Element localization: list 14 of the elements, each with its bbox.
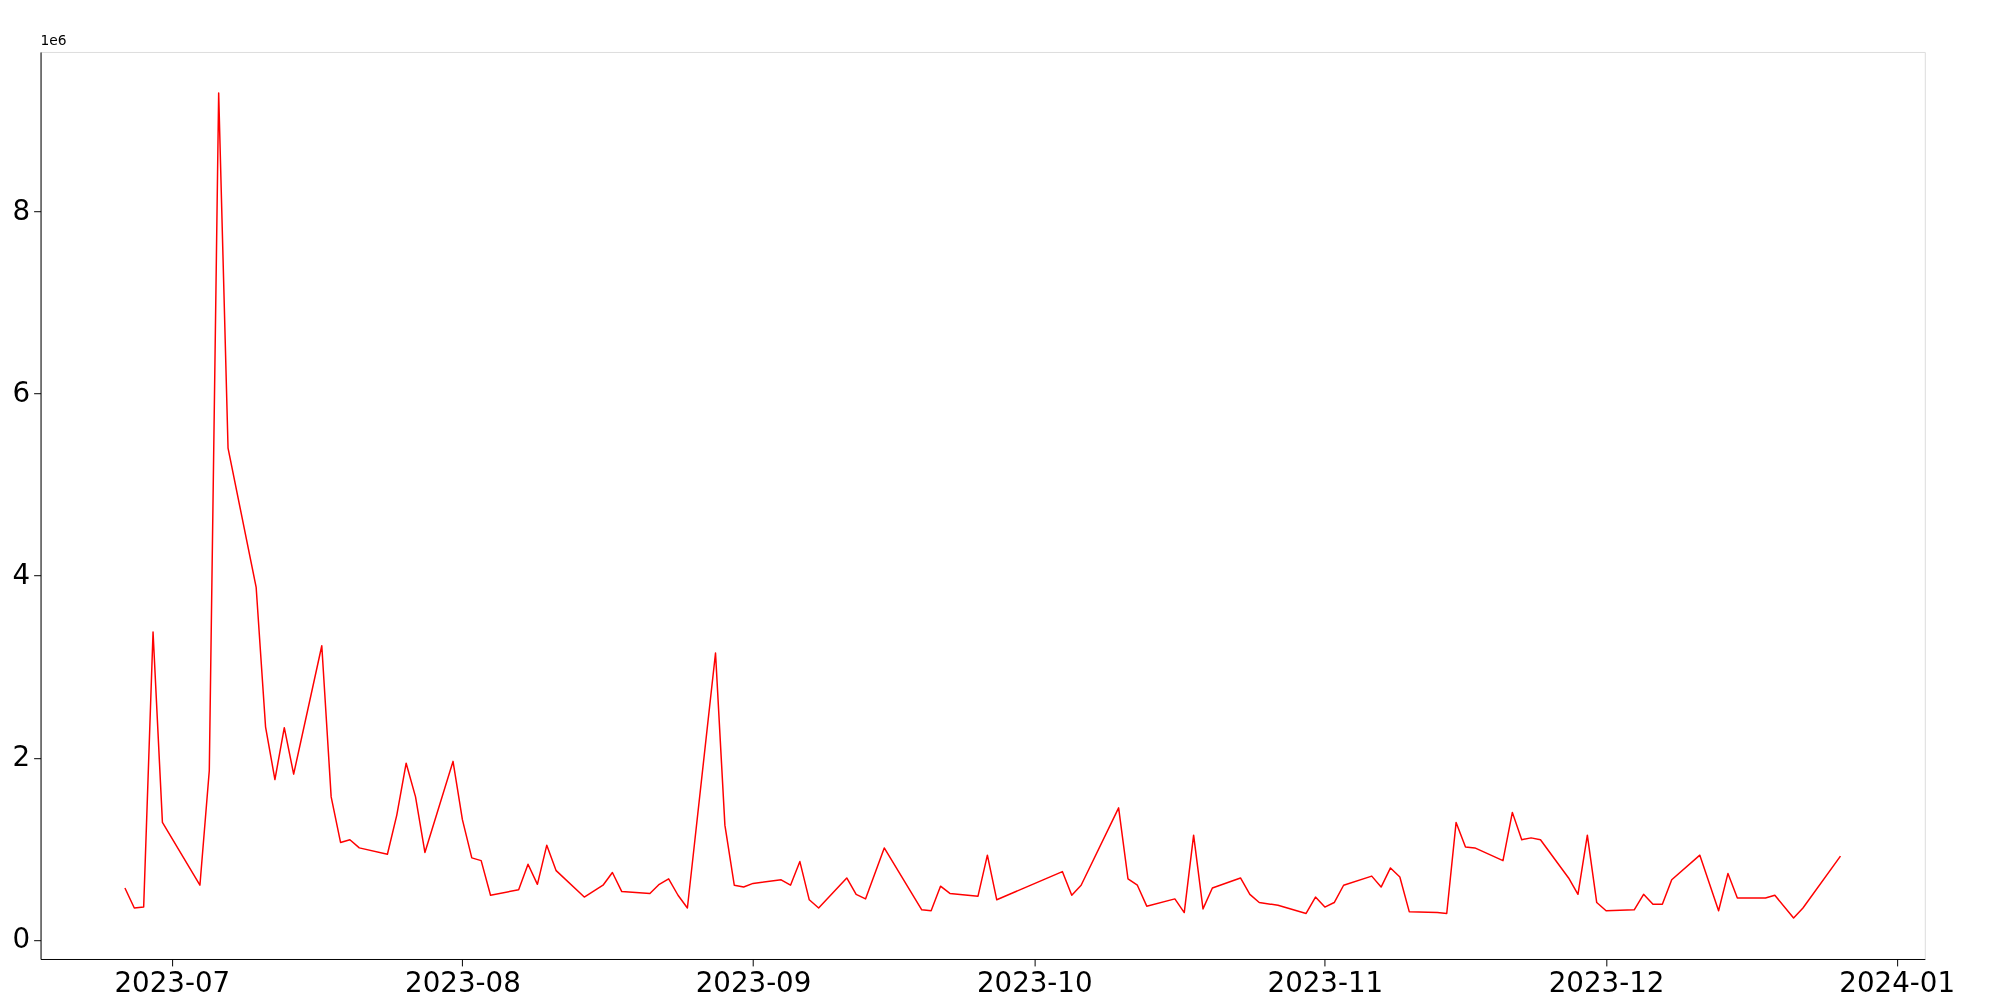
text: 1e6 — [40, 32, 67, 49]
y-tick-label: 2 — [12, 740, 31, 774]
x-tick-label: 2023-12 — [1548, 966, 1665, 1000]
line-series — [124, 92, 1842, 919]
x-tick-label: 2023-08 — [405, 966, 521, 1000]
y-tick-label: 0 — [12, 922, 31, 956]
x-tick-label: 2023-11 — [1267, 966, 1384, 1000]
y-tick-label: 4 — [12, 558, 31, 592]
x-tick-label: 2024-01 — [1839, 966, 1956, 1000]
x-tick-label: 2023-10 — [976, 966, 1093, 1000]
y-tick-label: 8 — [12, 193, 31, 227]
y-tick-label: 6 — [12, 375, 31, 409]
x-tick-label: 2023-09 — [695, 966, 812, 1000]
x-tick-label: 2023-07 — [114, 966, 231, 1000]
